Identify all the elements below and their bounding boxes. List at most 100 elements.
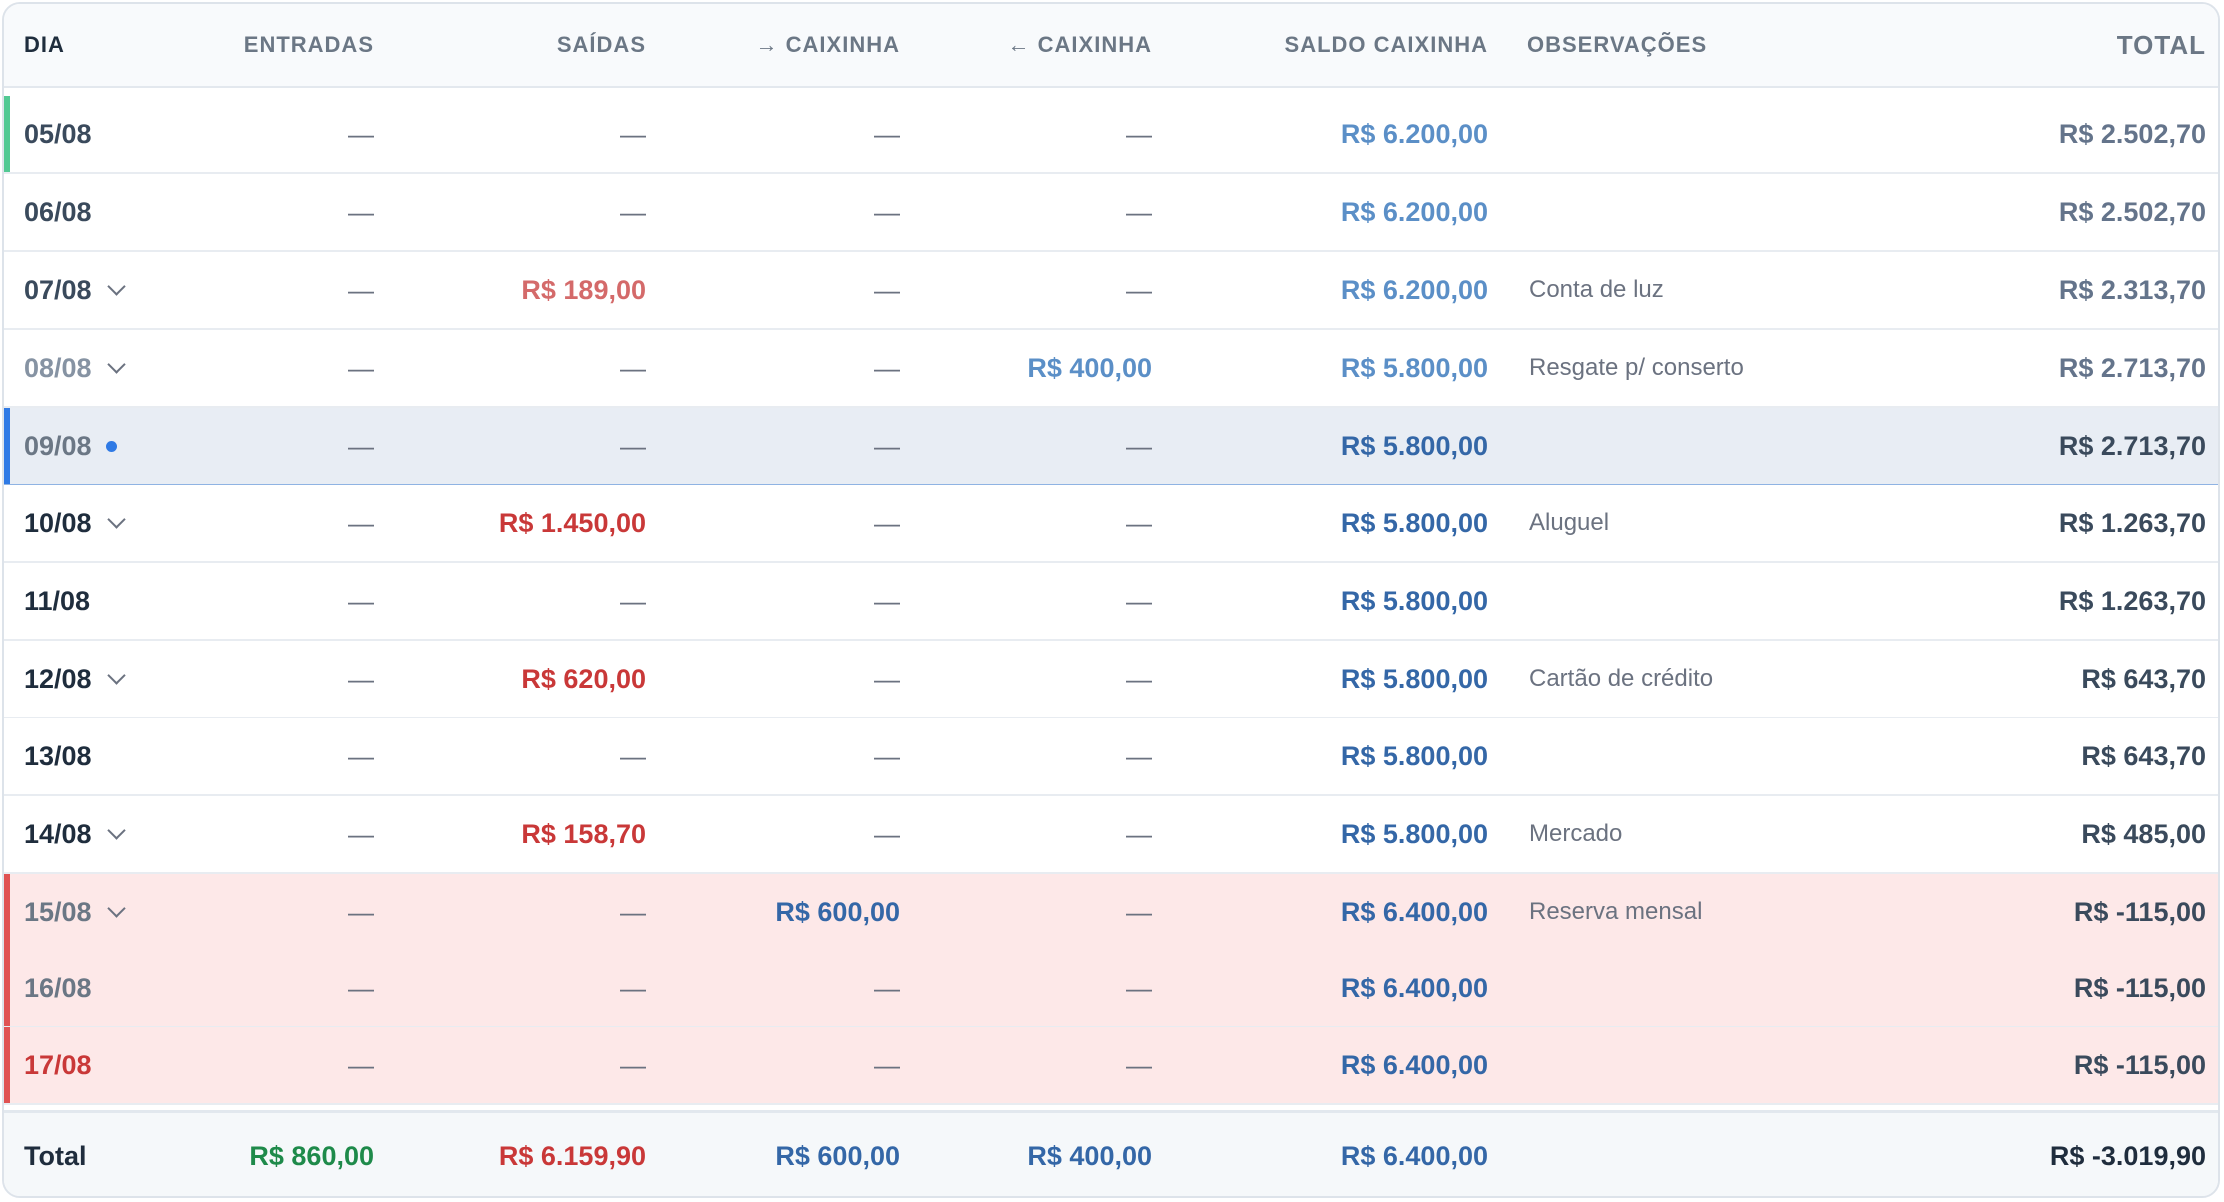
table-row[interactable]: 05/08 — — — — R$ 6.200,00 R$ 2.502,70 bbox=[4, 96, 2218, 174]
row-observacao: Conta de luz bbox=[1529, 276, 1664, 303]
table-row[interactable]: 16/08 — — — — R$ 6.400,00 R$ -115,00 bbox=[4, 950, 2218, 1028]
row-day-label: 08/08 bbox=[24, 352, 92, 383]
row-day: 17/08 bbox=[24, 1027, 164, 1103]
header-saidas[interactable]: SAÍDAS bbox=[556, 32, 646, 57]
row-to-caixinha: — bbox=[874, 663, 900, 694]
row-day: 13/08 bbox=[24, 718, 164, 794]
header-dia[interactable]: DIA bbox=[24, 32, 65, 57]
header-from-caixinha[interactable]: ← CAIXINHA bbox=[1007, 32, 1152, 57]
row-from-caixinha: — bbox=[1126, 585, 1152, 616]
table-row[interactable]: 13/08 — — — — R$ 5.800,00 R$ 643,70 bbox=[4, 718, 2218, 796]
row-saldo-caixinha: R$ 5.800,00 bbox=[1340, 430, 1488, 461]
header-saldo-caixinha[interactable]: SALDO CAIXINHA bbox=[1284, 32, 1488, 57]
row-observacao bbox=[1529, 96, 1889, 172]
negative-balance-marker bbox=[4, 1027, 10, 1103]
row-saldo-caixinha: R$ 6.400,00 bbox=[1340, 1049, 1488, 1080]
row-total: R$ 643,70 bbox=[2081, 663, 2206, 694]
row-total: R$ 2.313,70 bbox=[2058, 274, 2206, 305]
row-from-caixinha: — bbox=[1126, 1049, 1152, 1080]
chevron-down-icon[interactable] bbox=[106, 354, 126, 374]
table-row[interactable]: 06/08 — — — — R$ 6.200,00 R$ 2.502,70 bbox=[4, 174, 2218, 252]
header-to-caixinha[interactable]: → CAIXINHA bbox=[755, 32, 900, 57]
row-day: 16/08 bbox=[24, 950, 164, 1026]
table-row[interactable]: 14/08 — R$ 158,70 — — R$ 5.800,00 Mercado R$ 48… bbox=[4, 796, 2218, 874]
row-day-label: 14/08 bbox=[24, 818, 92, 849]
row-from-caixinha: — bbox=[1126, 196, 1152, 227]
header-observacoes: OBSERVAÇÕES bbox=[1527, 32, 1708, 57]
row-observacao: Cartão de crédito bbox=[1529, 665, 1714, 692]
row-saldo-caixinha: R$ 5.800,00 bbox=[1340, 507, 1488, 538]
table-header: DIA ENTRADAS SAÍDAS → CAIXINHA ← CAIXINH… bbox=[4, 4, 2218, 88]
row-day-label: 12/08 bbox=[24, 663, 92, 694]
row-day: 05/08 bbox=[24, 96, 164, 172]
row-observacao: Resgate p/ conserto bbox=[1529, 354, 1744, 381]
totals-entradas: R$ 860,00 bbox=[249, 1141, 374, 1171]
table-row[interactable]: 10/08 — R$ 1.450,00 — — R$ 5.800,00 Aluguel R$ … bbox=[4, 485, 2218, 563]
row-saidas: — bbox=[620, 585, 646, 616]
row-saldo-caixinha: R$ 6.400,00 bbox=[1340, 972, 1488, 1003]
row-observacao bbox=[1529, 1027, 1889, 1103]
totals-from-caixinha: R$ 400,00 bbox=[1027, 1141, 1152, 1171]
row-day-label: 16/08 bbox=[24, 972, 92, 1003]
row-day: 11/08 bbox=[24, 563, 164, 639]
table-row[interactable]: 11/08 — — — — R$ 5.800,00 R$ 1.263,70 bbox=[4, 563, 2218, 641]
row-to-caixinha: — bbox=[874, 352, 900, 383]
row-saidas: R$ 189,00 bbox=[521, 274, 646, 305]
header-total[interactable]: TOTAL bbox=[2116, 29, 2206, 60]
table-row[interactable]: 07/08 — R$ 189,00 — — R$ 6.200,00 Conta de luz… bbox=[4, 252, 2218, 330]
row-marker bbox=[4, 96, 10, 172]
row-from-caixinha: — bbox=[1126, 507, 1152, 538]
row-day: 07/08 bbox=[24, 252, 164, 328]
row-entradas: — bbox=[348, 507, 374, 538]
row-to-caixinha: — bbox=[874, 430, 900, 461]
row-saidas: — bbox=[620, 1049, 646, 1080]
row-day-label: 06/08 bbox=[24, 196, 92, 227]
row-total: R$ 2.502,70 bbox=[2058, 196, 2206, 227]
row-day: 10/08 bbox=[24, 485, 164, 561]
row-entradas: — bbox=[348, 663, 374, 694]
row-saldo-caixinha: R$ 6.400,00 bbox=[1340, 896, 1488, 927]
chevron-down-icon[interactable] bbox=[106, 898, 126, 918]
row-day: 12/08 bbox=[24, 641, 164, 717]
row-saidas: R$ 158,70 bbox=[521, 818, 646, 849]
today-dot-icon bbox=[105, 440, 117, 452]
row-saidas: R$ 620,00 bbox=[521, 663, 646, 694]
row-saidas: — bbox=[620, 896, 646, 927]
row-saidas: — bbox=[620, 972, 646, 1003]
row-observacao bbox=[1529, 563, 1889, 639]
row-saldo-caixinha: R$ 5.800,00 bbox=[1340, 818, 1488, 849]
row-saldo-caixinha: R$ 5.800,00 bbox=[1340, 740, 1488, 771]
table-row[interactable]: 08/08 — — — R$ 400,00 R$ 5.800,00 Resgate p/ c… bbox=[4, 330, 2218, 408]
table-row[interactable]: 17/08 — — — — R$ 6.400,00 R$ -115,00 bbox=[4, 1027, 2218, 1105]
row-total: R$ -115,00 bbox=[2073, 896, 2206, 927]
row-saidas: — bbox=[620, 118, 646, 149]
table-row[interactable]: 15/08 — — R$ 600,00 — R$ 6.400,00 Reserva mens… bbox=[4, 874, 2218, 952]
chevron-down-icon[interactable] bbox=[106, 665, 126, 685]
row-day: 15/08 bbox=[24, 874, 164, 950]
row-to-caixinha: — bbox=[874, 818, 900, 849]
row-to-caixinha: R$ 600,00 bbox=[775, 896, 900, 927]
table-row[interactable]: 09/08 — — — — R$ 5.800,00 R$ 2.713,70 bbox=[4, 408, 2218, 486]
chevron-down-icon[interactable] bbox=[106, 509, 126, 529]
row-from-caixinha: — bbox=[1126, 896, 1152, 927]
row-entradas: — bbox=[348, 118, 374, 149]
chevron-down-icon[interactable] bbox=[106, 276, 126, 296]
row-entradas: — bbox=[348, 896, 374, 927]
row-day: 08/08 bbox=[24, 330, 164, 406]
chevron-down-icon[interactable] bbox=[106, 820, 126, 840]
row-observacao: Aluguel bbox=[1529, 509, 1610, 536]
row-to-caixinha: — bbox=[874, 972, 900, 1003]
row-from-caixinha: — bbox=[1126, 972, 1152, 1003]
row-total: R$ 2.713,70 bbox=[2058, 430, 2206, 461]
row-entradas: — bbox=[348, 352, 374, 383]
row-total: R$ -115,00 bbox=[2073, 972, 2206, 1003]
row-from-caixinha: — bbox=[1126, 740, 1152, 771]
row-total: R$ 1.263,70 bbox=[2058, 585, 2206, 616]
row-entradas: — bbox=[348, 1049, 374, 1080]
table-row[interactable]: 12/08 — R$ 620,00 — — R$ 5.800,00 Cartão de cr… bbox=[4, 641, 2218, 719]
header-entradas[interactable]: ENTRADAS bbox=[243, 32, 374, 57]
row-day-label: 17/08 bbox=[24, 1049, 92, 1080]
row-entradas: — bbox=[348, 585, 374, 616]
row-saldo-caixinha: R$ 6.200,00 bbox=[1340, 274, 1488, 305]
